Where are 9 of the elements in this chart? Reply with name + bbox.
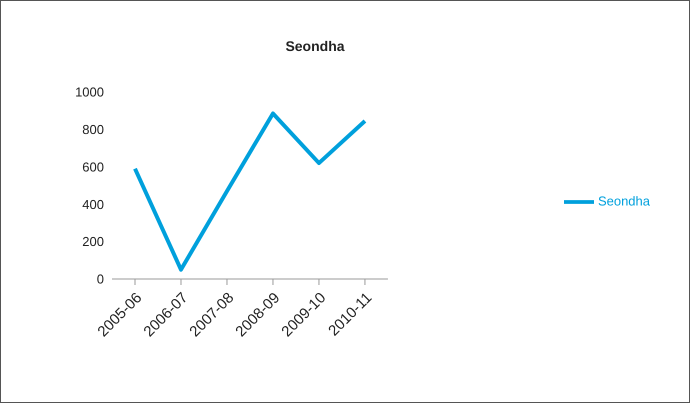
y-tick-label: 1000 (75, 84, 104, 100)
y-tick-label: 400 (82, 196, 104, 212)
y-tick-label: 0 (96, 272, 104, 287)
chart-title: Seondha (284, 38, 346, 54)
line-series (132, 112, 367, 272)
y-tick-label: 800 (82, 122, 104, 138)
legend-label: Seondha (598, 192, 650, 208)
y-tick-label: 600 (82, 159, 104, 174)
y-tick-label: 200 (82, 234, 104, 250)
